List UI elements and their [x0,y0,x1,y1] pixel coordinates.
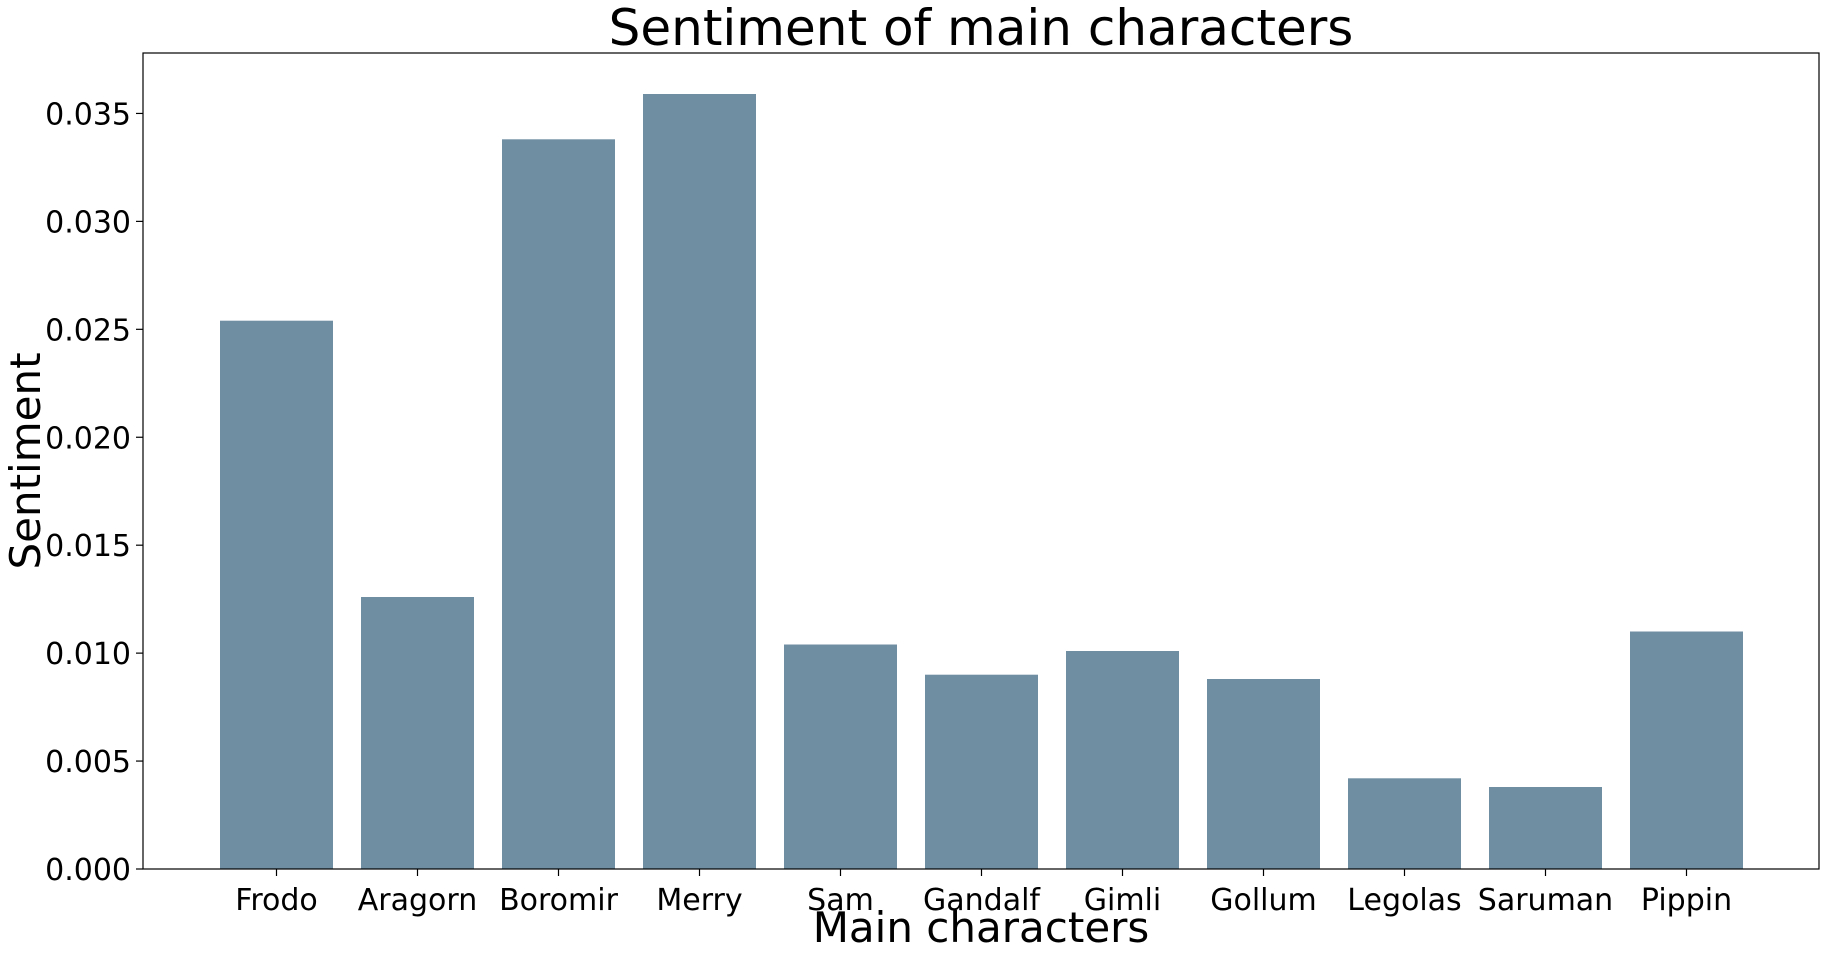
bar-gimli [1066,651,1179,869]
y-tick-label: 0.030 [45,205,131,240]
y-tick-label: 0.020 [45,421,131,456]
bar-saruman [1489,787,1602,869]
y-tick-label: 0.035 [45,97,131,132]
y-axis-ticks: 0.000 0.005 0.010 0.015 0.020 0.025 0.030 0.035 [45,97,143,888]
x-tick-label: Legolas [1347,883,1461,918]
y-axis-title: Sentiment [1,352,50,569]
y-tick-label: 0.010 [45,637,131,672]
x-tick-label: Aragorn [358,883,477,918]
chart-title: Sentiment of main characters [609,0,1354,57]
y-tick-label: 0.025 [45,313,131,348]
bar-boromir [502,139,615,870]
plot-frame [142,52,1820,870]
x-tick-label: Gandalf [923,883,1041,918]
x-tick-label: Gollum [1210,883,1317,918]
x-tick-label: Boromir [499,883,619,918]
x-tick-label: Merry [656,883,742,918]
y-tick-label: 0.000 [45,853,131,888]
bar-legolas [1348,778,1461,869]
x-tick-label: Gimli [1084,883,1161,918]
x-axis-ticks: Frodo Aragorn Boromir Merry Sam Gandalf Gimli G… [235,869,1732,918]
bar-gandalf [925,674,1038,869]
bar-sam [784,644,897,869]
bar-aragorn [361,597,474,869]
bar-pippin [1630,631,1743,869]
bar-gollum [1207,679,1320,869]
x-tick-label: Sam [807,883,874,918]
x-tick-label: Pippin [1641,883,1732,918]
y-tick-label: 0.005 [45,745,131,780]
x-axis-title: Main characters [813,903,1150,952]
bar-merry [643,94,756,869]
bar-frodo [220,320,333,869]
x-tick-label: Saruman [1478,883,1613,918]
x-tick-label: Frodo [235,883,318,918]
y-tick-label: 0.015 [45,529,131,564]
bars-layer [220,94,1743,870]
